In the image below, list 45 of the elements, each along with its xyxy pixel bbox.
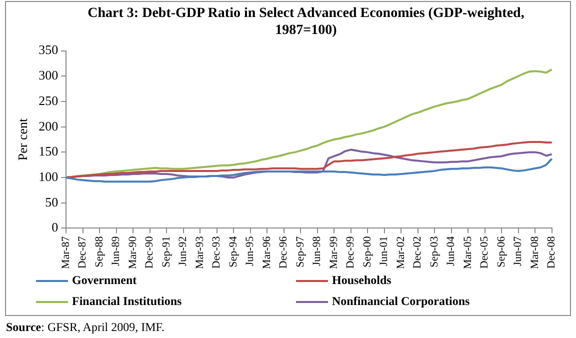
x-tick-label: Dec-02 — [412, 236, 424, 269]
y-tick-label: 250 — [38, 92, 58, 108]
x-tick-label: Mar-93 — [194, 236, 206, 270]
x-tick-label: Jun-07 — [512, 236, 524, 266]
x-tick-label: Mar-02 — [394, 236, 407, 270]
y-tick-label: 100 — [38, 168, 58, 184]
chart-title: Chart 3: Debt-GDP Ratio in Select Advanced Economies (GDP-weighted, 1987=100) — [86, 5, 526, 39]
legend-label: Financial Institutions — [72, 294, 182, 309]
legend-label: Nonfinancial Corporations — [332, 294, 470, 309]
x-tick-label: Mar-05 — [462, 236, 474, 270]
x-tick-label: Mar-08 — [528, 236, 541, 270]
y-tick-label: 150 — [38, 144, 58, 159]
x-tick-label: Jun-92 — [177, 236, 190, 266]
x-tick-label: Dec-87 — [76, 236, 89, 269]
x-tick-label: Jun-95 — [244, 236, 256, 266]
x-tick-label: Mar-90 — [126, 236, 139, 270]
y-tick-label: 200 — [38, 118, 58, 134]
y-tick-label: 50 — [45, 194, 58, 210]
x-tick-label: Sep-97 — [294, 236, 306, 268]
x-tick-label: Sep-91 — [160, 236, 172, 268]
x-tick-label: Sep-03 — [428, 236, 440, 268]
x-tick-label: Jun-04 — [445, 236, 458, 266]
x-tick-label: Jun-98 — [311, 236, 324, 266]
x-tick-label: Sep-94 — [227, 236, 240, 268]
source-note: Source: GFSR, April 2009, IMF. — [6, 320, 165, 335]
x-tick-label: Mar-99 — [328, 236, 340, 270]
x-tick-label: Sep-00 — [361, 236, 374, 268]
x-tick-label: Dec-08 — [546, 236, 558, 269]
x-tick-label: Mar-87 — [60, 236, 72, 270]
x-tick-label: Mar-96 — [260, 236, 273, 270]
legend-label: Government — [72, 273, 137, 288]
x-tick-label: Dec-90 — [144, 236, 156, 269]
x-tick-label: Dec-93 — [210, 236, 223, 269]
x-tick-label: Sep-06 — [495, 236, 508, 268]
x-tick-label: Dec-05 — [478, 236, 491, 269]
legend-label: Households — [332, 273, 392, 288]
x-tick-label: Jun-01 — [378, 236, 390, 266]
y-axis-title: Per cent — [15, 118, 30, 161]
y-tick-label: 350 — [38, 42, 58, 58]
x-tick-label: Jun-89 — [110, 236, 122, 266]
y-tick-label: 0 — [52, 220, 58, 235]
x-tick-label: Dec-96 — [278, 236, 290, 269]
x-tick-label: Dec-99 — [344, 236, 357, 269]
y-tick-label: 300 — [38, 68, 58, 83]
x-tick-label: Sep-88 — [93, 236, 106, 268]
